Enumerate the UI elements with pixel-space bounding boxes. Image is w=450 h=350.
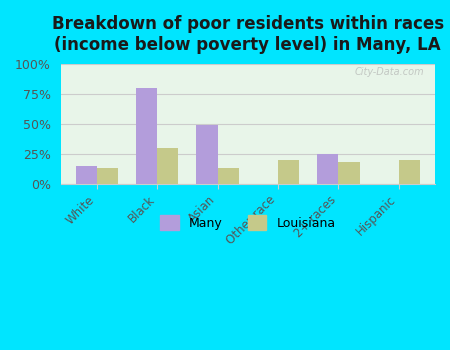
- Bar: [338, 162, 360, 184]
- Bar: [136, 88, 157, 184]
- Bar: [76, 166, 97, 184]
- Bar: [399, 160, 420, 184]
- Text: City-Data.com: City-Data.com: [354, 67, 424, 77]
- Title: Breakdown of poor residents within races
(income below poverty level) in Many, L: Breakdown of poor residents within races…: [52, 15, 444, 54]
- Bar: [278, 160, 299, 184]
- Bar: [97, 168, 118, 184]
- Bar: [317, 154, 338, 184]
- Bar: [197, 125, 218, 184]
- Bar: [157, 148, 178, 184]
- Bar: [218, 168, 239, 184]
- Legend: Many, Louisiana: Many, Louisiana: [155, 210, 341, 235]
